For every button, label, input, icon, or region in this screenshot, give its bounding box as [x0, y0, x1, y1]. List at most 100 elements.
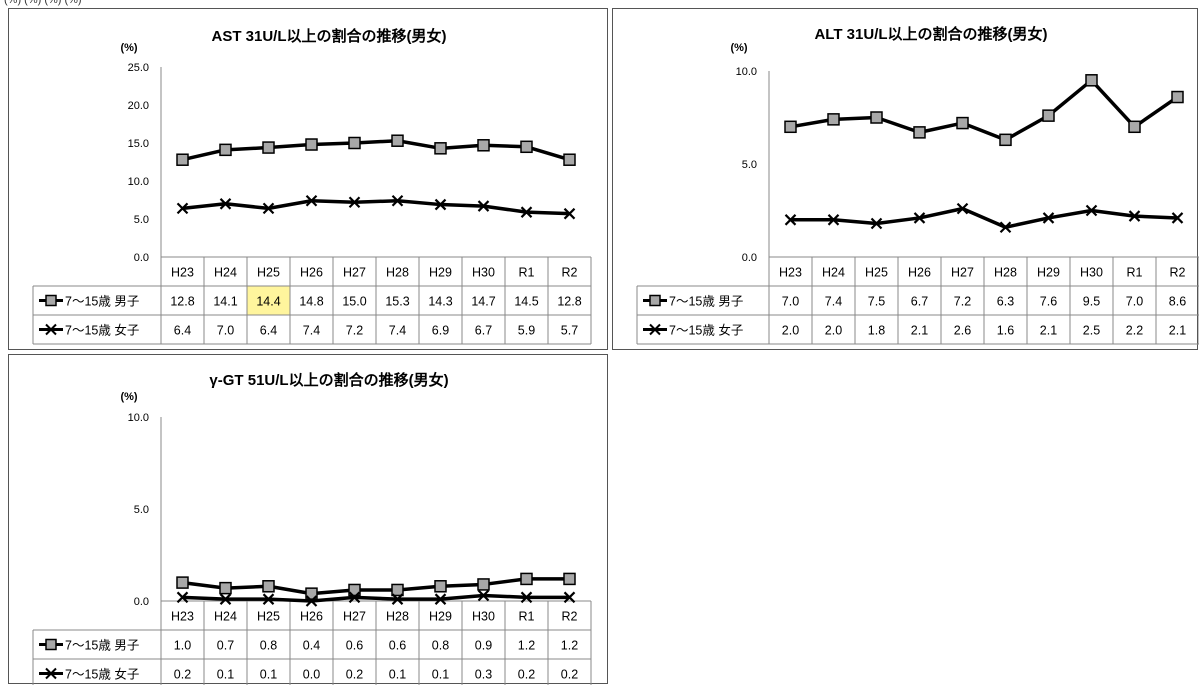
- x-category-label: R1: [519, 610, 535, 624]
- data-cell: 0.4: [303, 639, 320, 653]
- y-axis-unit: (%): [120, 42, 137, 54]
- data-point-x: [262, 202, 275, 215]
- data-cell: 5.9: [518, 324, 535, 338]
- data-point-square: [262, 141, 275, 154]
- x-category-label: H28: [994, 266, 1017, 280]
- data-cell: 0.2: [518, 668, 535, 682]
- series-line: [182, 577, 570, 596]
- x-category-label: H29: [429, 266, 452, 280]
- data-point-square: [219, 581, 232, 595]
- data-point-square: [176, 576, 189, 589]
- data-point-square: [520, 572, 533, 586]
- data-point-x: [305, 194, 318, 207]
- x-category-label: H30: [1080, 266, 1103, 280]
- y-tick-label: 10.0: [128, 176, 149, 188]
- legend-label: 7〜15歳 女子: [669, 323, 743, 338]
- data-point-square: [477, 578, 490, 591]
- data-cell: 2.1: [911, 324, 928, 338]
- x-category-label: H30: [472, 610, 495, 624]
- x-category-label: H24: [214, 266, 237, 280]
- ast-chart-panel: AST 31U/L以上の割合の推移(男女) (%) 0.0 5.0 10.0 15.0 20…: [8, 8, 608, 350]
- data-cell: 5.7: [561, 324, 578, 338]
- legend-label: 7〜15歳 女子: [65, 667, 139, 682]
- x-category-label: H24: [822, 266, 845, 280]
- y-tick-label: 5.0: [742, 159, 757, 171]
- data-point-x: [1085, 204, 1098, 217]
- x-category-label: H26: [300, 266, 323, 280]
- data-point-square: [348, 583, 361, 597]
- data-point-x: [520, 206, 533, 218]
- data-point-square: [956, 116, 969, 130]
- y-tick-label: 5.0: [134, 504, 149, 516]
- x-category-label: H23: [779, 266, 802, 280]
- y-tick-label: 0.0: [134, 252, 149, 264]
- x-category-label: H26: [300, 610, 323, 624]
- data-point-square: [827, 113, 840, 126]
- data-point-x: [176, 202, 189, 215]
- data-cell: 0.1: [389, 668, 406, 682]
- x-category-label: R1: [1127, 266, 1143, 280]
- data-point-x: [434, 198, 447, 211]
- legend-label: 7〜15歳 男子: [65, 295, 139, 309]
- highlighted-cell: [247, 286, 290, 315]
- x-category-label: H23: [171, 266, 194, 280]
- x-category-label: R2: [562, 266, 578, 280]
- data-cell: 2.0: [825, 324, 842, 338]
- data-cell: 6.3: [997, 295, 1014, 309]
- x-category-label: R1: [519, 266, 535, 280]
- data-cell: 2.1: [1169, 324, 1186, 338]
- data-cell: 7.4: [303, 324, 320, 338]
- x-category-label: H29: [1037, 266, 1060, 280]
- data-point-square: [219, 143, 232, 157]
- data-cell: 1.2: [561, 639, 578, 653]
- legend-x-marker: [45, 667, 57, 680]
- data-point-x: [262, 593, 275, 605]
- legend-x-marker: [649, 323, 661, 336]
- legend-label: 7〜15歳 男子: [65, 639, 139, 653]
- data-cell: 0.3: [475, 668, 492, 682]
- data-cell: 7.4: [825, 295, 842, 309]
- data-point-x: [348, 591, 361, 604]
- data-point-x: [219, 593, 232, 605]
- x-category-label: H27: [951, 266, 974, 280]
- data-point-square: [999, 133, 1012, 147]
- data-cell: 12.8: [170, 295, 194, 309]
- data-point-x: [391, 194, 404, 207]
- x-category-label: H25: [865, 266, 888, 280]
- data-cell: 6.9: [432, 324, 449, 338]
- data-point-square: [563, 572, 576, 586]
- data-point-x: [434, 593, 447, 605]
- data-cell: 7.2: [954, 295, 971, 309]
- data-cell: 14.7: [471, 295, 495, 309]
- data-point-x: [956, 202, 969, 215]
- data-point-x: [1042, 212, 1055, 224]
- series-line: [182, 199, 570, 216]
- data-point-square: [1042, 109, 1055, 122]
- alt-chart-panel: ALT 31U/L以上の割合の推移(男女) (%) 0.0 5.0 10.0 H23 H24…: [612, 8, 1199, 350]
- data-cell: 14.3: [428, 295, 452, 309]
- data-cell: 0.1: [217, 668, 234, 682]
- data-cell: 2.5: [1083, 324, 1100, 338]
- data-point-square: [305, 587, 318, 600]
- data-point-x: [913, 212, 926, 224]
- legend-square-marker: [45, 294, 57, 307]
- data-cell: 2.6: [954, 324, 971, 338]
- data-cell: 0.2: [561, 668, 578, 682]
- data-cell: 0.7: [217, 639, 234, 653]
- data-point-square: [1128, 120, 1141, 134]
- data-point-x: [219, 198, 232, 210]
- data-cell: 14.1: [213, 295, 237, 309]
- series-line: [790, 206, 1178, 229]
- data-point-x: [827, 214, 840, 226]
- data-point-square: [391, 583, 404, 597]
- y-axis-unit: (%): [730, 42, 747, 54]
- data-cell: 7.2: [346, 324, 363, 338]
- x-category-label: H27: [343, 266, 366, 280]
- data-point-x: [477, 589, 490, 602]
- data-cell: 1.2: [518, 639, 535, 653]
- top-clipped-label: (%) (%) (%) (%): [4, 0, 82, 6]
- data-point-square: [520, 140, 533, 154]
- data-point-square: [434, 580, 447, 593]
- x-category-label: H25: [257, 610, 280, 624]
- y-tick-label: 15.0: [128, 138, 149, 150]
